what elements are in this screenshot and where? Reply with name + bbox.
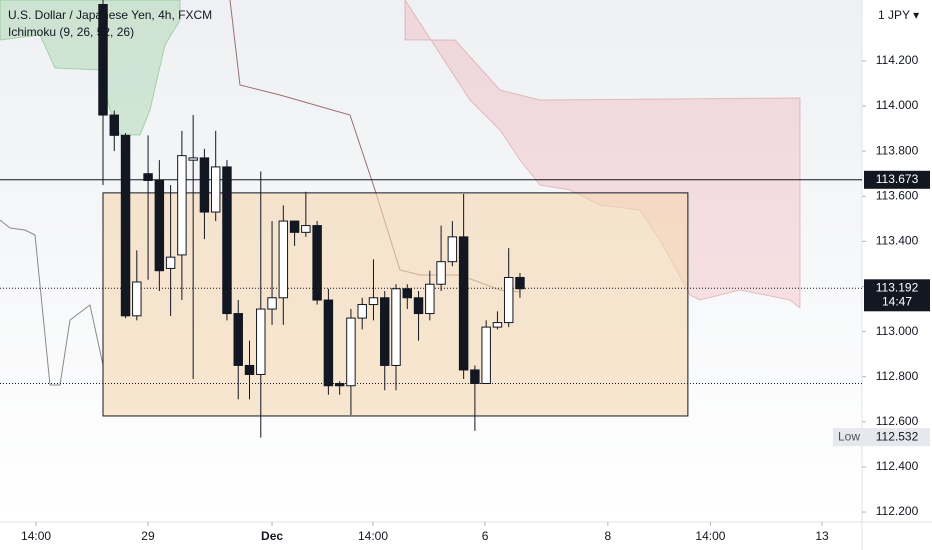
candle-body xyxy=(222,166,232,315)
candle-body xyxy=(312,225,322,301)
candle-body xyxy=(323,299,334,387)
y-tick-label: 113.800 xyxy=(876,143,919,157)
x-tick-label: 8 xyxy=(605,529,612,543)
candle-body xyxy=(346,317,356,387)
x-tick-label: 14:00 xyxy=(358,529,388,543)
x-tick-label: 6 xyxy=(482,529,489,543)
candle-body xyxy=(278,220,289,299)
x-tick-label: 14:00 xyxy=(21,529,51,543)
low-marker-bg xyxy=(833,428,930,447)
candle-body xyxy=(391,288,401,366)
candle-body xyxy=(301,225,311,233)
candle-body xyxy=(267,297,277,310)
candle-body xyxy=(120,134,131,317)
y-tick-label: 112.200 xyxy=(876,504,919,518)
candle-body xyxy=(458,236,469,371)
candle-body xyxy=(188,157,198,161)
candle-body xyxy=(413,297,424,315)
y-tick-label: 113.400 xyxy=(876,234,919,248)
candle-body xyxy=(357,304,367,319)
candle-body xyxy=(334,382,345,387)
indicator-label: Ichimoku (9, 26, 52, 26) xyxy=(8,25,134,39)
candle-body xyxy=(233,313,243,366)
candle-body xyxy=(154,179,165,272)
candle-body xyxy=(210,166,221,213)
candle-body xyxy=(481,326,491,384)
level-label: 113.673 xyxy=(876,172,919,186)
candle-body xyxy=(98,4,108,116)
y-tick-label: 113.000 xyxy=(876,324,919,338)
y-tick-label: 114.000 xyxy=(876,98,919,112)
low-marker-text: Low xyxy=(838,429,860,443)
y-tick-label: 113.600 xyxy=(876,188,919,202)
currency-label: 1 JPY ▾ xyxy=(878,8,919,22)
candle-body xyxy=(515,276,525,290)
candle-body xyxy=(289,220,300,233)
candle-body xyxy=(368,297,379,306)
x-tick-label: 13 xyxy=(815,529,829,543)
candle-body xyxy=(503,276,514,324)
candle-body xyxy=(177,155,187,256)
current-price-time: 14:47 xyxy=(882,294,912,308)
ichimoku-cloud-red xyxy=(404,0,801,310)
candle-body xyxy=(109,114,119,136)
low-marker-label: 112.532 xyxy=(876,429,919,443)
ichimoku-cloud-green xyxy=(0,0,181,136)
y-tick-label: 112.800 xyxy=(876,369,919,383)
candle-body xyxy=(256,308,266,375)
candle-body xyxy=(380,297,390,366)
candle-body xyxy=(436,261,446,285)
x-tick-label: 29 xyxy=(141,529,155,543)
candle-body xyxy=(143,173,153,181)
candle-body xyxy=(165,256,176,269)
candle-body xyxy=(199,157,210,213)
x-tick-label: 14:00 xyxy=(695,529,725,543)
current-price-bg xyxy=(864,279,930,312)
candle-body xyxy=(132,281,142,317)
y-tick-label: 112.600 xyxy=(876,414,919,428)
x-tick-label: Dec xyxy=(261,529,283,543)
candle-body xyxy=(402,288,413,299)
candle-body xyxy=(470,369,480,384)
y-tick-label: 112.400 xyxy=(876,459,919,473)
candle-body xyxy=(244,364,255,375)
candle-body xyxy=(492,322,503,328)
chart-title: U.S. Dollar / Japanese Yen, 4h, FXCM xyxy=(8,8,212,22)
y-tick-label: 114.200 xyxy=(876,53,919,67)
lagging-span xyxy=(0,219,104,386)
candle-body xyxy=(447,236,458,263)
level-label-bg xyxy=(864,170,930,189)
candle-body xyxy=(425,283,435,315)
current-price-label: 113.192 xyxy=(876,280,919,294)
